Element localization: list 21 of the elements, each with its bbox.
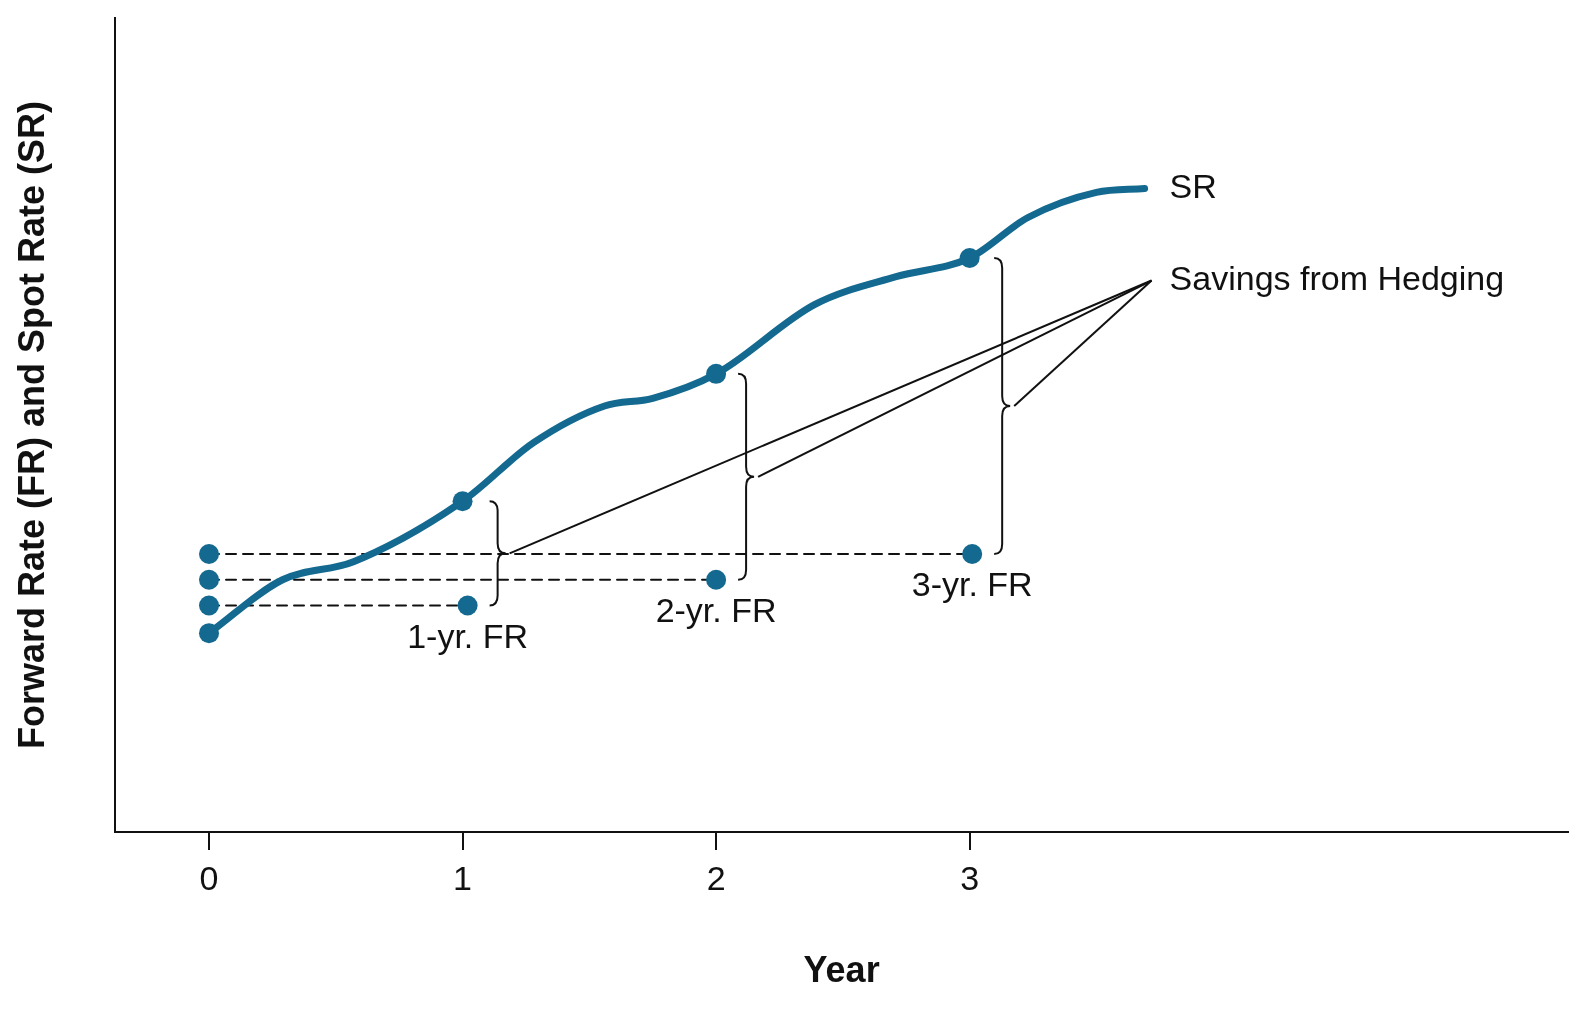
point [962,544,983,565]
series-label: 3-yr. FR [911,565,1033,604]
x-tick-label: 2 [706,858,726,897]
x-tick-label: 1 [453,858,473,897]
annotation: Savings from Hedging [1169,258,1505,297]
series-label: 1-yr. FR [407,616,529,655]
point [199,595,220,616]
point [959,248,980,269]
point [199,569,220,590]
point [706,363,727,384]
point [199,623,220,644]
point [706,569,727,590]
series-label: 2-yr. FR [655,591,777,630]
y-axis-title: Forward Rate (FR) and Spot Rate (SR) [10,100,52,750]
x-tick-label: 0 [199,858,219,897]
x-tick-label: 3 [960,858,980,897]
x-axis-title: Year [803,949,880,991]
point [452,491,473,512]
point [199,544,220,565]
series-label: SR [1169,166,1217,205]
point [457,595,478,616]
